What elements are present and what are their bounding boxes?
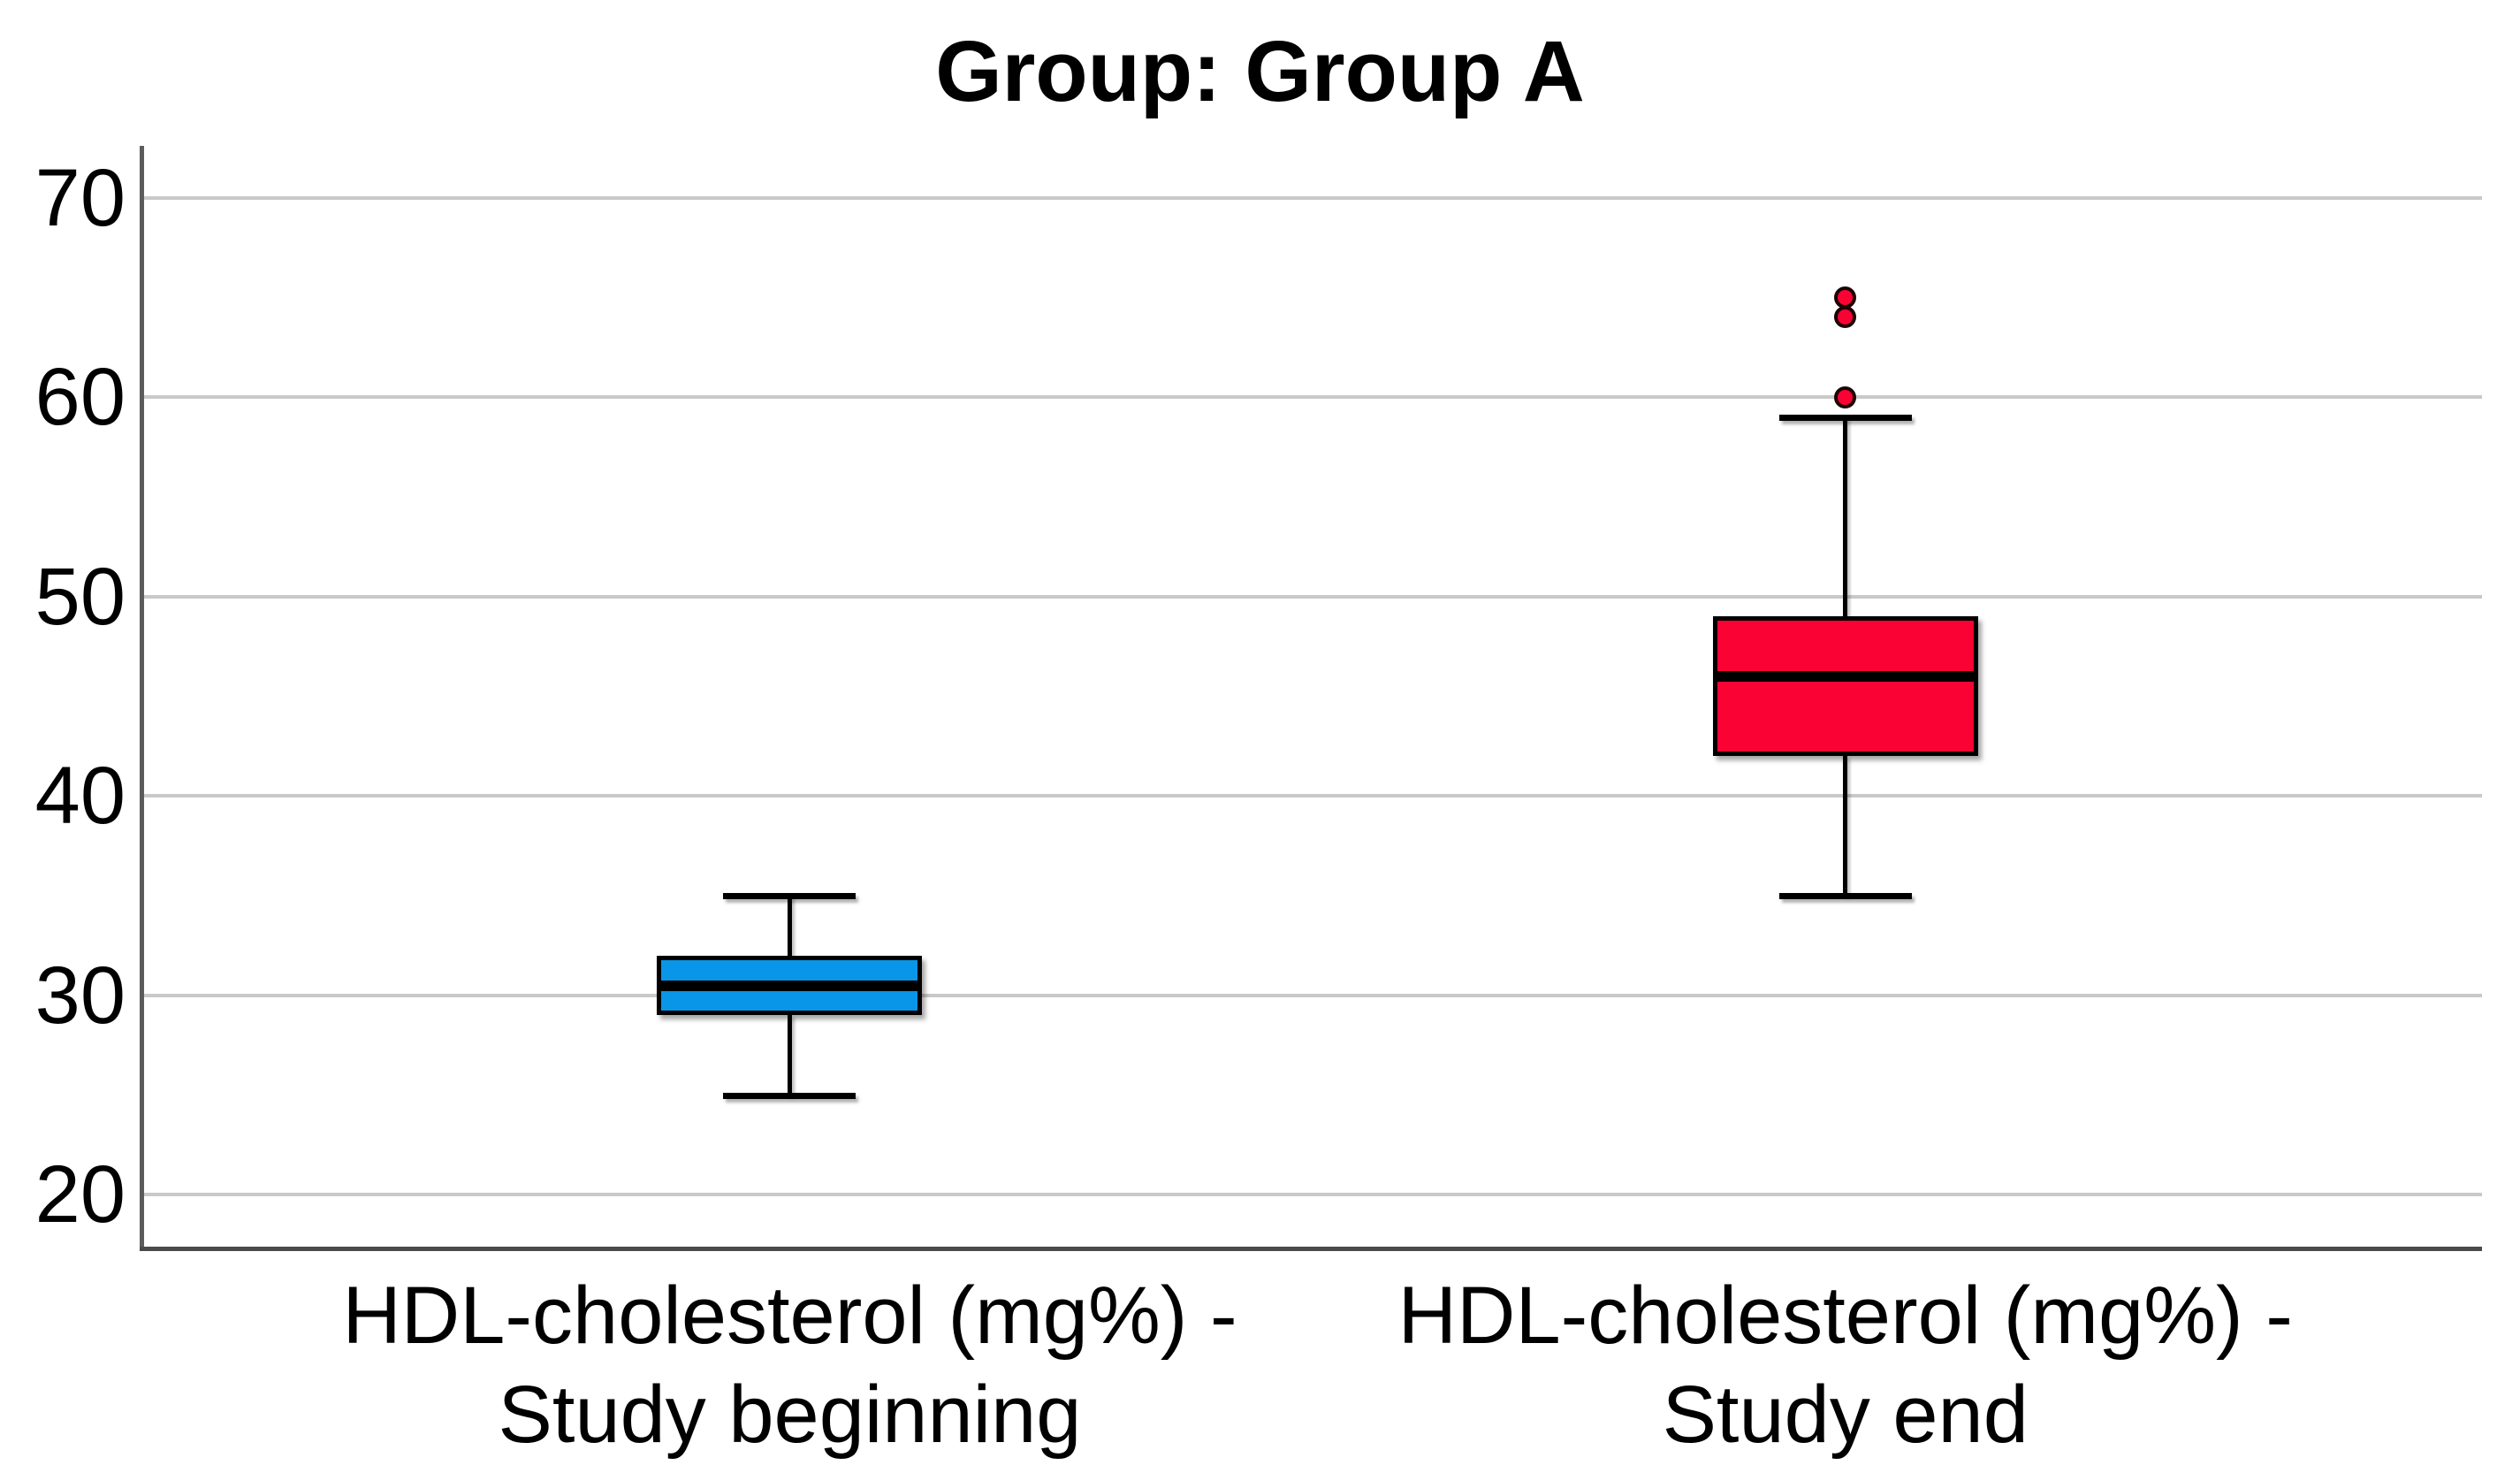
median-line	[1712, 670, 1978, 682]
plot-area	[141, 146, 2482, 1247]
lower-whisker-cap	[723, 1092, 856, 1099]
y-tick-label: 60	[34, 352, 126, 443]
x-axis-line	[140, 1247, 2482, 1251]
lower-whisker-stem	[787, 1015, 792, 1095]
outlier-dot	[1834, 306, 1857, 329]
y-tick-label: 50	[34, 551, 126, 642]
y-tick-label: 70	[34, 152, 126, 243]
upper-whisker-cap	[723, 893, 856, 900]
gridline	[141, 195, 2482, 200]
y-tick-label: 20	[34, 1149, 126, 1240]
chart-title: Group: Group A	[935, 23, 1585, 119]
lower-whisker-cap	[1778, 893, 1912, 900]
outlier-dot	[1834, 385, 1857, 408]
y-axis-line	[140, 146, 144, 1251]
upper-whisker-cap	[1778, 414, 1912, 421]
lower-whisker-stem	[1843, 756, 1848, 897]
y-tick-label: 30	[34, 950, 126, 1041]
category-label-study-beginning: HDL-cholesterol (mg%) - Study beginning	[342, 1271, 1237, 1460]
outlier-dot	[1834, 286, 1857, 309]
upper-whisker-stem	[1843, 416, 1848, 617]
upper-whisker-stem	[787, 896, 792, 956]
gridline	[141, 794, 2482, 798]
y-tick-label: 40	[34, 751, 126, 842]
category-label-study-end: HDL-cholesterol (mg%) - Study end	[1397, 1271, 2293, 1460]
gridline	[141, 594, 2482, 599]
gridline	[141, 395, 2482, 400]
gridline	[141, 993, 2482, 997]
median-line	[657, 980, 923, 991]
gridline	[141, 1193, 2482, 1197]
box-study-end	[1712, 616, 1978, 757]
